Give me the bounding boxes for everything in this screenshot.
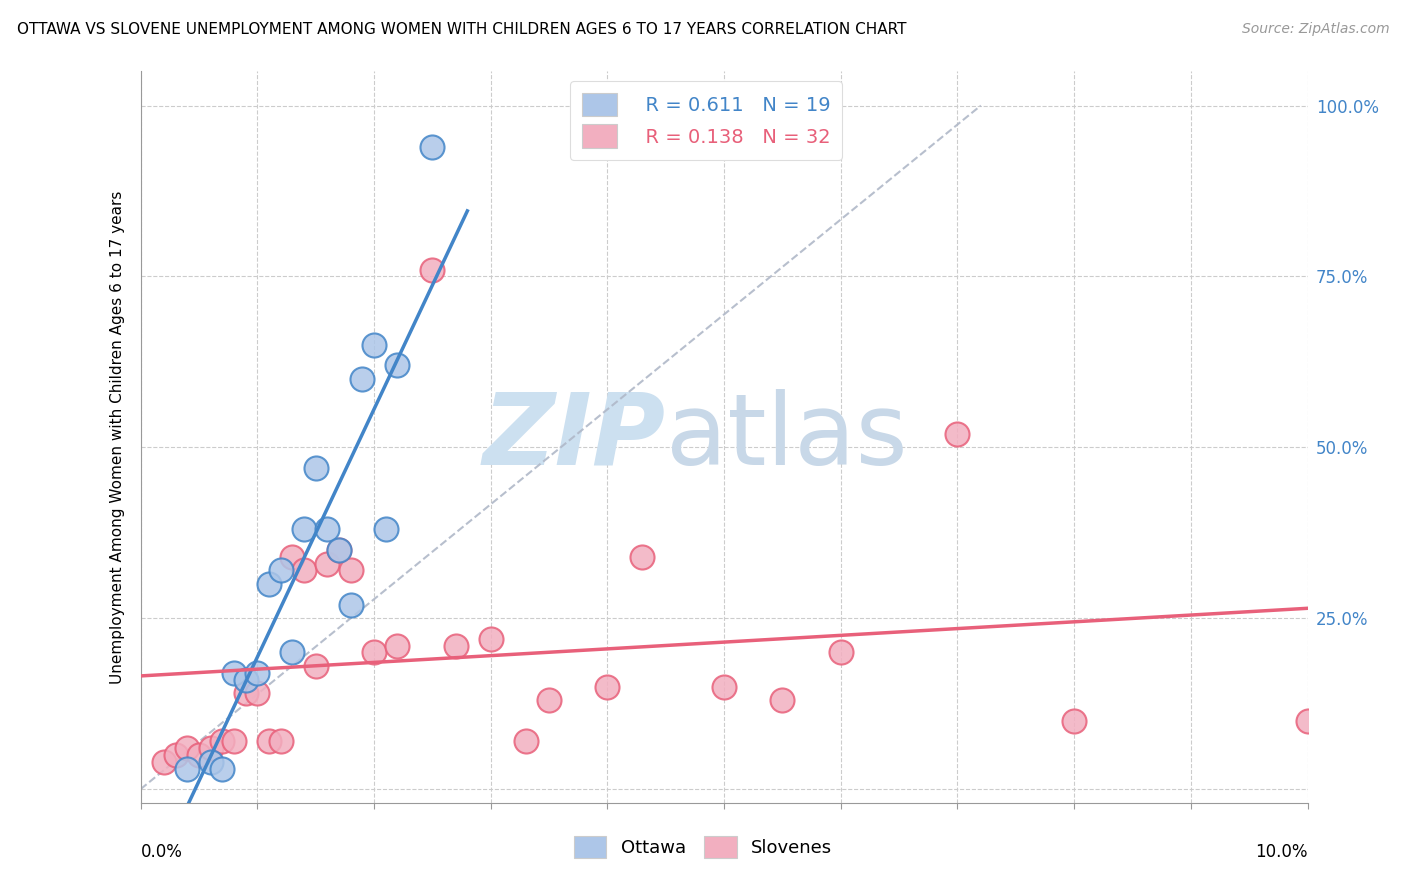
Point <box>188 747 211 762</box>
Point <box>339 563 361 577</box>
Point <box>328 542 350 557</box>
Point <box>222 734 245 748</box>
Point <box>946 426 969 441</box>
Point <box>328 542 350 557</box>
Text: 10.0%: 10.0% <box>1256 843 1308 861</box>
Point <box>176 762 198 776</box>
Text: Source: ZipAtlas.com: Source: ZipAtlas.com <box>1241 22 1389 37</box>
Point <box>257 577 280 591</box>
Point <box>1296 714 1319 728</box>
Point <box>316 557 339 571</box>
Point <box>200 755 222 769</box>
Point <box>153 755 176 769</box>
Text: atlas: atlas <box>666 389 907 485</box>
Point <box>257 734 280 748</box>
Point <box>246 665 269 680</box>
Point <box>305 460 328 475</box>
Point <box>270 563 292 577</box>
Point <box>713 680 735 694</box>
Point <box>1063 714 1085 728</box>
Point <box>281 549 304 564</box>
Legend: Ottawa, Slovenes: Ottawa, Slovenes <box>567 829 839 865</box>
Text: ZIP: ZIP <box>482 389 666 485</box>
Point <box>246 686 269 700</box>
Point <box>316 522 339 536</box>
Point <box>444 639 467 653</box>
Point <box>270 734 292 748</box>
Text: OTTAWA VS SLOVENE UNEMPLOYMENT AMONG WOMEN WITH CHILDREN AGES 6 TO 17 YEARS CORR: OTTAWA VS SLOVENE UNEMPLOYMENT AMONG WOM… <box>17 22 907 37</box>
Point <box>515 734 537 748</box>
Point <box>422 139 444 153</box>
Point <box>830 645 852 659</box>
Point <box>363 338 385 352</box>
Point <box>339 598 361 612</box>
Point <box>422 262 444 277</box>
Point <box>292 563 315 577</box>
Text: 0.0%: 0.0% <box>141 843 183 861</box>
Point <box>772 693 794 707</box>
Point <box>176 741 198 756</box>
Point <box>235 686 257 700</box>
Point <box>200 741 222 756</box>
Point <box>305 659 328 673</box>
Point <box>387 359 409 373</box>
Point <box>165 747 187 762</box>
Y-axis label: Unemployment Among Women with Children Ages 6 to 17 years: Unemployment Among Women with Children A… <box>110 190 125 684</box>
Point <box>479 632 502 646</box>
Point <box>281 645 304 659</box>
Point <box>631 549 654 564</box>
Point <box>211 734 233 748</box>
Point <box>374 522 396 536</box>
Legend:   R = 0.611   N = 19,   R = 0.138   N = 32: R = 0.611 N = 19, R = 0.138 N = 32 <box>571 81 842 160</box>
Point <box>596 680 619 694</box>
Point <box>363 645 385 659</box>
Point <box>538 693 561 707</box>
Point <box>292 522 315 536</box>
Point <box>211 762 233 776</box>
Point <box>222 665 245 680</box>
Point <box>235 673 257 687</box>
Point <box>352 372 374 386</box>
Point <box>387 639 409 653</box>
